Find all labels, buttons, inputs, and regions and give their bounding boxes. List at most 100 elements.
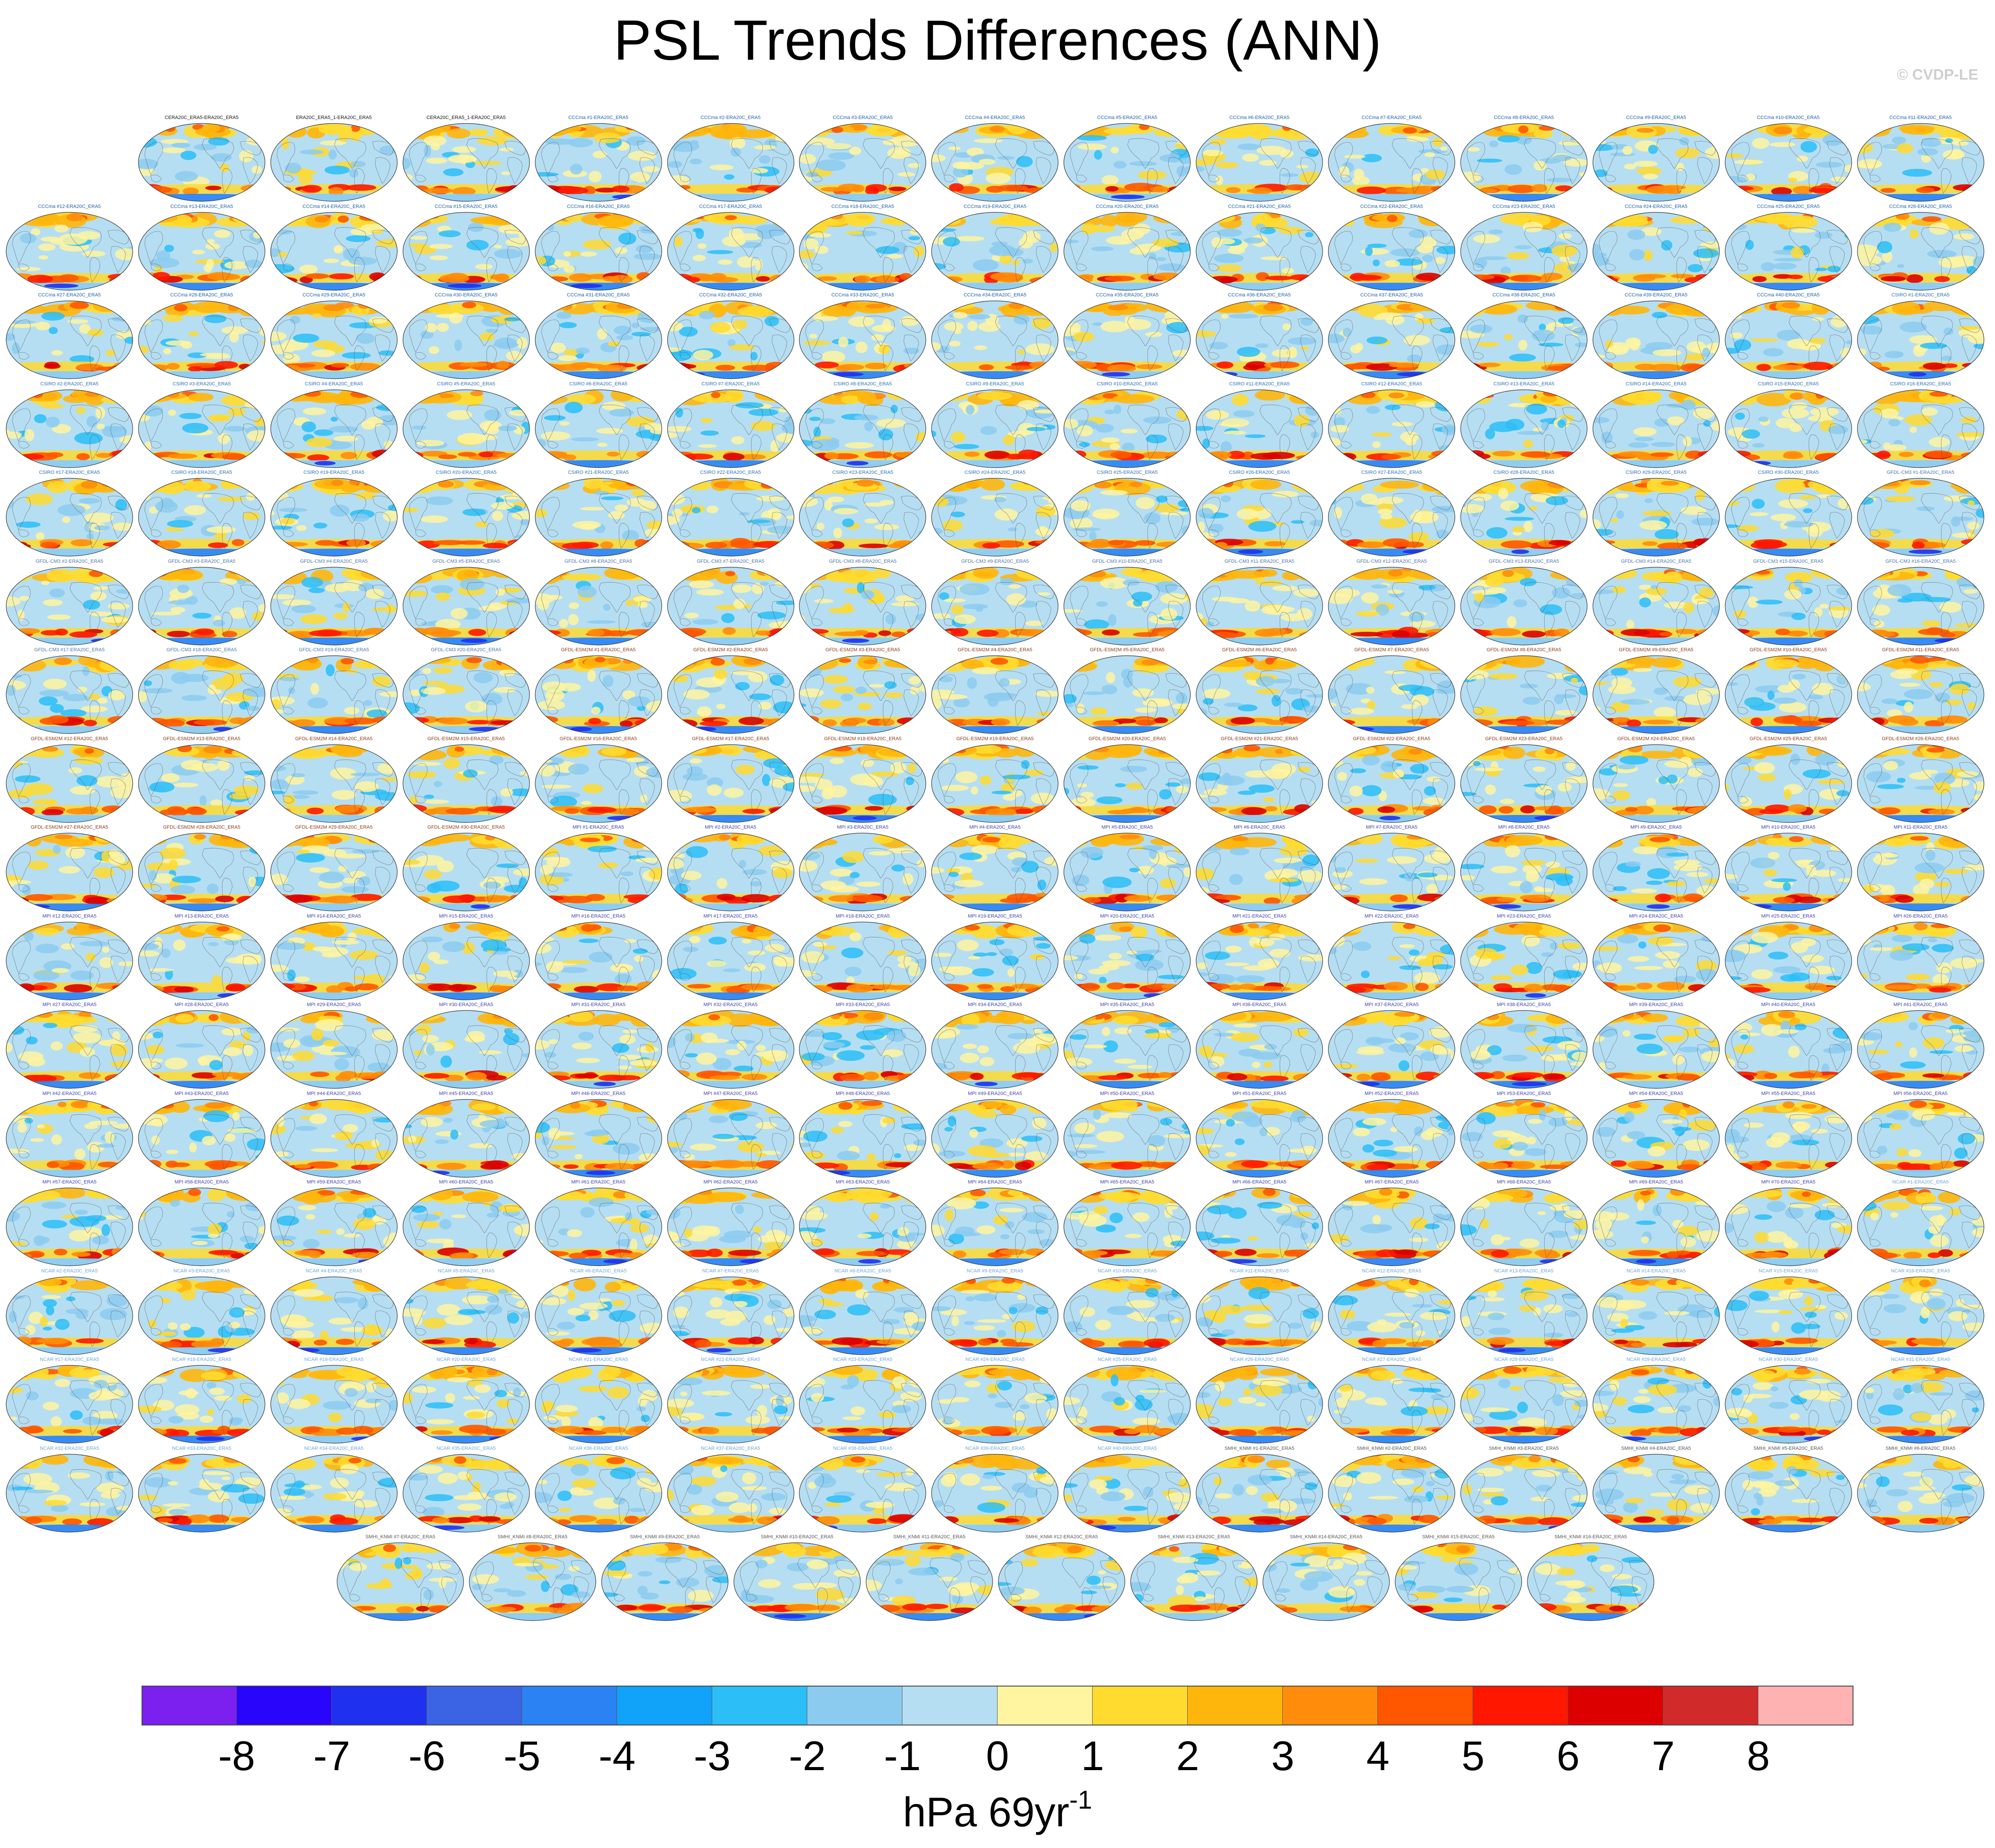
map-panel-title: CERA20C_ERA5_1-ERA20C_ERA5 [426, 115, 506, 120]
map-panel: NCAR #11-ERA20C_ERA5 [1195, 1268, 1324, 1357]
map-panel: NCAR #19-ERA20C_ERA5 [270, 1357, 398, 1445]
map-panel: NCAR #38-ERA20C_ERA5 [798, 1446, 927, 1534]
map-panel: CSIRO #6-ERA20C_ERA5 [534, 381, 663, 470]
map-panel: MPI #46-ERA20C_ERA5 [534, 1091, 663, 1179]
map-panel-title: MPI #38-ERA20C_ERA5 [1496, 1002, 1551, 1007]
world-map [667, 1099, 794, 1178]
map-panel: MPI #66-ERA20C_ERA5 [1195, 1179, 1324, 1268]
map-panel-title: GFDL-ESM2M #17-ERA20C_ERA5 [692, 736, 769, 742]
world-map [931, 1099, 1059, 1178]
map-panel-title: CCCma #35-ERA20C_ERA5 [1096, 292, 1159, 298]
world-map [534, 655, 662, 734]
map-panel: GFDL-ESM2M #14-ERA20C_ERA5 [270, 736, 398, 825]
map-panel: CSIRO #29-ERA20C_ERA5 [1592, 470, 1720, 558]
map-panel: CSIRO #22-ERA20C_ERA5 [667, 470, 795, 558]
map-panel: MPI #29-ERA20C_ERA5 [270, 1002, 398, 1091]
map-panel: CSIRO #19-ERA20C_ERA5 [270, 470, 398, 558]
map-panel: GFDL-ESM2M #26-ERA20C_ERA5 [1857, 736, 1985, 825]
map-panel-title: CSIRO #13-ERA20C_ERA5 [1493, 381, 1554, 387]
map-panel-title: MPI #55-ERA20C_ERA5 [1761, 1091, 1815, 1096]
map-panel-title: SMHI_KNMI #9-ERA20C_ERA5 [630, 1534, 700, 1540]
map-panel-title: GFDL-CM3 #10-ERA20C_ERA5 [1092, 558, 1162, 564]
map-panel-title: GFDL-ESM2M #16-ERA20C_ERA5 [560, 736, 637, 742]
world-map [799, 211, 926, 291]
map-panel: MPI #55-ERA20C_ERA5 [1724, 1091, 1853, 1179]
world-map [534, 566, 662, 645]
map-panel: MPI #41-ERA20C_ERA5 [1857, 1002, 1985, 1091]
map-panel: GFDL-CM3 #15-ERA20C_ERA5 [1724, 559, 1853, 647]
map-panel-title: SMHI_KNMI #5-ERA20C_ERA5 [1753, 1445, 1823, 1451]
map-panel-title: GFDL-ESM2M #20-ERA20C_ERA5 [1088, 736, 1166, 742]
world-map [733, 1542, 861, 1621]
map-panel-title: CSIRO #19-ERA20C_ERA5 [303, 470, 364, 475]
map-panel-title: NCAR #23-ERA20C_ERA5 [833, 1357, 893, 1362]
world-map [6, 1453, 133, 1533]
world-map [931, 478, 1059, 557]
map-panel-title: GFDL-CM3 #2-ERA20C_ERA5 [35, 558, 104, 564]
colorbar-swatch [1093, 1686, 1188, 1725]
map-panel: MPI #7-ERA20C_ERA5 [1327, 825, 1456, 913]
world-map [270, 833, 398, 911]
colorbar-swatch [1283, 1686, 1378, 1725]
map-panel: GFDL-ESM2M #30-ERA20C_ERA5 [402, 825, 530, 913]
map-panel-title: SMHI_KNMI #12-ERA20C_ERA5 [1025, 1534, 1098, 1540]
world-map [1063, 921, 1191, 1000]
world-map [6, 1010, 133, 1089]
world-map [270, 123, 398, 202]
world-map [138, 921, 265, 1000]
colorbar-swatch [997, 1686, 1093, 1725]
map-panel-title: NCAR #12-ERA20C_ERA5 [1362, 1268, 1421, 1274]
world-map [667, 655, 794, 734]
map-panel-title: CCCma #11-ERA20C_ERA5 [1889, 115, 1952, 120]
map-panel-title: CSIRO #29-ERA20C_ERA5 [1626, 470, 1687, 475]
map-panel: GFDL-CM3 #9-ERA20C_ERA5 [931, 559, 1059, 647]
map-panel-title: GFDL-ESM2M #29-ERA20C_ERA5 [295, 825, 373, 830]
colorbar-swatch [332, 1686, 427, 1725]
page-title: PSL Trends Differences (ANN) [614, 9, 1381, 72]
map-panel-title: ERA20C_ERA5_1-ERA20C_ERA5 [296, 115, 372, 120]
map-panel: NCAR #3-ERA20C_ERA5 [138, 1268, 266, 1357]
world-map [799, 744, 926, 823]
colorbar-tick-label: -7 [313, 1733, 350, 1779]
map-panel-title: NCAR #22-ERA20C_ERA5 [701, 1357, 760, 1362]
map-panel: MPI #4-ERA20C_ERA5 [931, 825, 1059, 913]
world-map [1196, 211, 1323, 291]
world-map [1857, 921, 1984, 1000]
world-map [1857, 1276, 1984, 1355]
map-panel-title: CCCma #23-ERA20C_ERA5 [1492, 204, 1555, 209]
map-panel-title: CSIRO #1-ERA20C_ERA5 [1891, 292, 1950, 298]
world-map [667, 300, 794, 379]
world-map [1857, 833, 1984, 911]
map-panel: CCCma #17-ERA20C_ERA5 [667, 204, 795, 292]
map-panel: GFDL-ESM2M #17-ERA20C_ERA5 [667, 736, 795, 825]
world-map [667, 1276, 794, 1355]
map-panel: GFDL-ESM2M #8-ERA20C_ERA5 [1460, 647, 1588, 736]
map-panel-title: GFDL-CM3 #5-ERA20C_ERA5 [432, 558, 500, 564]
map-panel: CCCma #10-ERA20C_ERA5 [1724, 115, 1853, 204]
world-map [1857, 1010, 1984, 1089]
world-map [931, 389, 1059, 468]
world-map [1725, 744, 1852, 823]
world-map [138, 123, 265, 202]
world-map [1460, 211, 1588, 291]
colorbar-tick-label: -4 [598, 1733, 636, 1779]
world-map [1725, 389, 1852, 468]
colorbar-tick-label: 6 [1556, 1733, 1580, 1779]
map-panel-title: MPI #45-ERA20C_ERA5 [439, 1091, 493, 1096]
world-map [1592, 478, 1720, 557]
world-map [667, 566, 794, 645]
world-map [601, 1542, 729, 1621]
map-panel: SMHI_KNMI #11-ERA20C_ERA5 [865, 1534, 994, 1623]
world-map [403, 1365, 530, 1444]
world-map [1063, 300, 1191, 379]
map-panel-title: GFDL-CM3 #8-ERA20C_ERA5 [829, 558, 897, 564]
map-panel: CSIRO #15-ERA20C_ERA5 [1724, 381, 1853, 470]
map-panel-title: MPI #33-ERA20C_ERA5 [836, 1002, 890, 1007]
map-panel: SMHI_KNMI #6-ERA20C_ERA5 [1857, 1446, 1985, 1534]
map-panel-title: MPI #52-ERA20C_ERA5 [1364, 1091, 1419, 1096]
world-map [1196, 1187, 1323, 1266]
map-panel-title: MPI #37-ERA20C_ERA5 [1364, 1002, 1419, 1007]
map-panel: GFDL-ESM2M #25-ERA20C_ERA5 [1724, 736, 1853, 825]
map-panel-title: CSIRO #8-ERA20C_ERA5 [833, 381, 892, 387]
map-panel: GFDL-CM3 #1-ERA20C_ERA5 [1857, 470, 1985, 558]
